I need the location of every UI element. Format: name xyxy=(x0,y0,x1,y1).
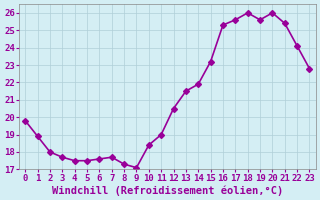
X-axis label: Windchill (Refroidissement éolien,°C): Windchill (Refroidissement éolien,°C) xyxy=(52,185,283,196)
